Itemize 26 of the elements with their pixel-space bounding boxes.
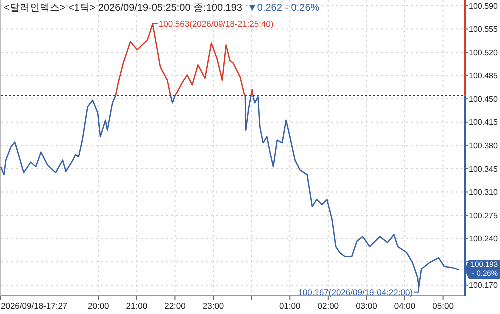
annotation: 100.563(2026/09/18-21:25:40) <box>158 18 274 29</box>
y-tick-label: 100.415 <box>469 118 498 128</box>
y-tick-label: 100.555 <box>469 25 498 34</box>
x-tick-label: 01:00 <box>279 301 302 311</box>
y-tick-label: 100.310 <box>469 188 498 198</box>
x-tick-label: 03:00 <box>356 301 378 311</box>
x-tick-label: 04:00 <box>394 301 416 311</box>
y-tick-label: 100.590 <box>469 2 498 11</box>
annotation: 100.167(2026/09/19-04:22:00) <box>298 287 414 298</box>
y-tick-label: 100.450 <box>469 94 498 104</box>
x-tick-label: 21:00 <box>126 301 148 311</box>
x-tick-label: 2026/09/18-17:27 <box>1 301 68 311</box>
y-tick-label: 100.240 <box>469 234 498 244</box>
y-tick-label: 100.520 <box>469 48 498 58</box>
x-tick-label: 20:00 <box>88 301 110 311</box>
x-tick-label: 23:00 <box>202 301 224 311</box>
x-tick-label: 22:00 <box>164 301 186 311</box>
x-tick-label: 02:00 <box>318 301 340 311</box>
chart-subtitle: ▼0.262 - 0.26% <box>248 3 320 14</box>
y-tick-label: 100.345 <box>469 164 498 174</box>
y-tick-label: 100.380 <box>469 141 498 150</box>
y-tick-label: 100.170 <box>469 281 498 290</box>
chart-title: <달러인덱스> <1틱> 2026/09/19-05:25:00 종:100.193 <box>4 3 242 14</box>
y-tick-label: 100.275 <box>469 211 498 220</box>
y-tick-label: 100.485 <box>469 72 498 81</box>
x-tick-label: 05:00 <box>432 301 454 311</box>
